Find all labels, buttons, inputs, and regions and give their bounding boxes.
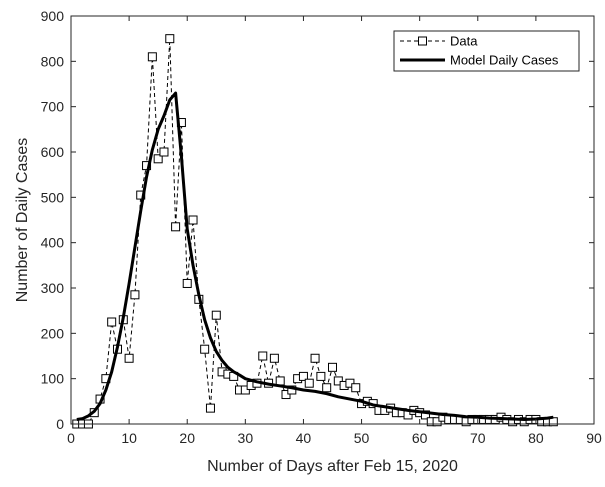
data-point [281,390,291,400]
data-point [298,371,308,381]
data-point [351,383,361,393]
data-point [171,222,181,232]
data-point [188,215,198,225]
y-tick-label: 600 [41,144,65,160]
data-point [333,376,343,386]
x-tick-label: 40 [296,430,312,446]
x-tick-label: 0 [67,430,75,446]
data-point [205,403,215,413]
y-tick-label: 400 [41,235,65,251]
data-point [240,385,250,395]
data-point [200,344,210,354]
legend: Data Model Daily Cases [393,30,580,72]
x-tick-label: 10 [121,430,137,446]
data-point [275,376,285,386]
x-tick-label: 20 [179,430,195,446]
data-point [310,353,320,363]
tick-layer: 0 10 20 30 40 50 60 70 80 90010020030040050060070… [41,8,602,446]
data-point [211,310,221,320]
y-tick-label: 100 [41,371,65,387]
x-axis-label: Number of Days after Feb 15, 2020 [207,458,458,475]
data-point [153,154,163,164]
x-tick-label: 90 [586,430,602,446]
data-point [316,371,326,381]
data-point [328,362,337,372]
legend-box [393,30,580,72]
plot-background [71,16,594,424]
data-point [147,52,157,62]
x-tick-label: 70 [470,430,486,446]
y-axis-label: Number of Daily Cases [14,138,31,303]
legend-model-label: Model Daily Cases [450,53,559,68]
data-point [304,378,314,388]
y-tick-label: 300 [41,280,65,296]
data-point [165,34,175,44]
data-point [258,351,268,361]
legend-data-marker [418,36,427,46]
data-point [322,383,332,393]
x-tick-label: 30 [238,430,254,446]
y-tick-label: 500 [41,189,65,205]
data-point [269,353,279,363]
series-layer [72,34,558,429]
y-tick-label: 0 [56,416,64,432]
data-point [107,317,117,327]
data-point [432,417,442,427]
y-tick-label: 900 [41,8,65,24]
x-tick-label: 80 [528,430,544,446]
y-tick-label: 800 [41,53,65,69]
x-tick-label: 50 [354,430,370,446]
data-point [142,161,152,171]
y-tick-label: 700 [41,99,65,115]
data-point [124,353,134,363]
data-point [130,290,140,300]
data-point [182,278,192,288]
data-series-line [76,38,554,425]
plot-frame [70,15,595,425]
y-tick-label: 200 [41,325,65,341]
data-point [159,147,169,157]
model-series-line [76,91,554,421]
x-tick-label: 60 [412,430,428,446]
legend-data-label: Data [450,34,478,49]
data-point [345,378,355,388]
